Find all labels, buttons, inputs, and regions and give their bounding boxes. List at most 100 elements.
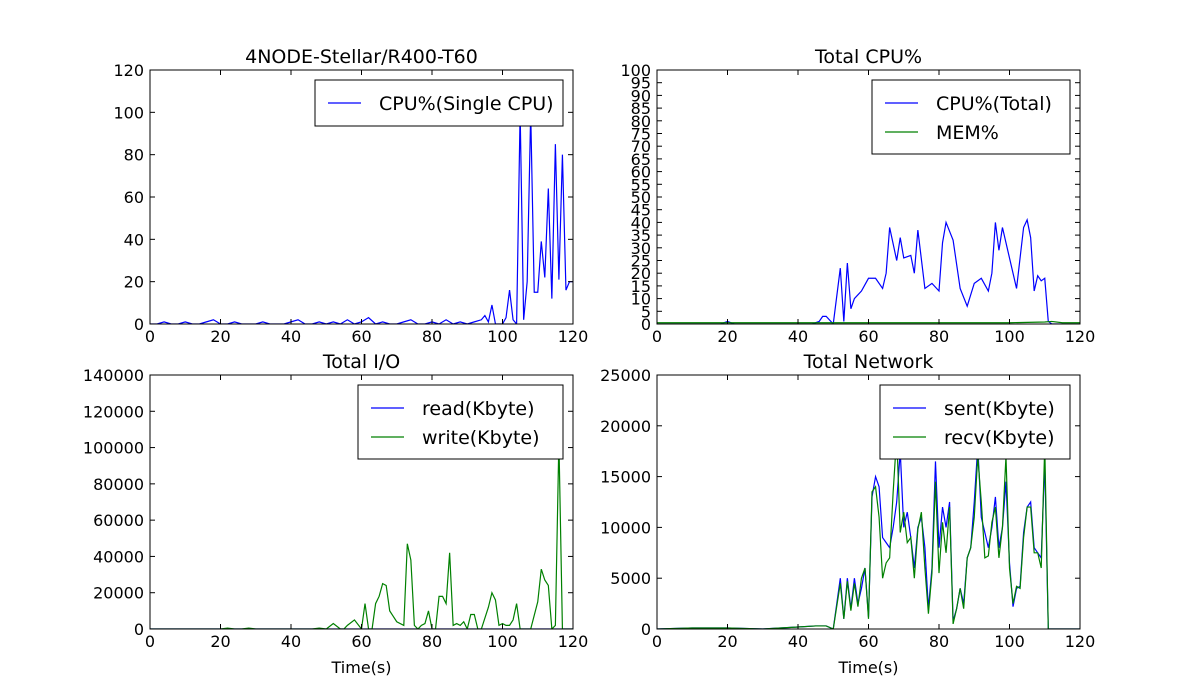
y-tick-label: 60 [124,188,144,207]
series-line-write-kbyte [150,440,573,629]
legend-label-sent-kbyte: sent(Kbyte) [944,398,1055,420]
y-tick-label: 120 [113,61,144,80]
x-tick-label: 60 [858,327,878,346]
y-tick-label: 5 [641,302,651,321]
x-tick-label: 100 [994,327,1025,346]
y-tick-label: 0 [641,315,651,334]
legend-box [879,384,1071,460]
chart-title: Total I/O [322,351,400,373]
chart-title: Total Network [803,351,934,373]
x-tick-label: 80 [929,327,949,346]
y-tick-label: 50 [631,188,651,207]
legend-label-recv-kbyte: recv(Kbyte) [944,427,1055,449]
y-tick-label: 20000 [600,417,651,436]
series-line-cpu-single-cpu [150,112,573,324]
y-tick-label: 0 [134,620,144,639]
x-tick-label: 0 [652,632,662,651]
y-tick-label: 90 [631,86,651,105]
x-axis-label: Time(s) [838,658,899,677]
x-tick-label: 0 [145,327,155,346]
y-tick-label: 20000 [93,584,144,603]
x-tick-label: 60 [858,632,878,651]
y-tick-label: 10 [631,290,651,309]
y-tick-label: 85 [631,99,651,118]
legend-label-read-kbyte: read(Kbyte) [422,398,535,420]
x-tick-label: 120 [1065,632,1096,651]
y-tick-label: 10000 [600,518,651,537]
y-tick-label: 80 [631,112,651,131]
x-tick-label: 40 [281,632,301,651]
chart-panel-1: 0 20 40 60 80 100 120 0 20 40 60 80 100 120 4NODE-Stel… [113,46,588,346]
legend-label-mem: MEM% [936,122,999,144]
legend: read(Kbyte) write(Kbyte) [357,384,564,460]
x-tick-label: 20 [210,327,230,346]
x-tick-label: 120 [1065,327,1096,346]
legend-label-write-kbyte: write(Kbyte) [422,427,540,449]
legend-label-cpu-single-cpu: CPU%(Single CPU) [379,93,554,115]
y-tick-label: 65 [631,150,651,169]
series-line-recv-kbyte [657,435,1080,629]
x-tick-label: 120 [558,632,589,651]
chart-title: Total CPU% [814,46,922,68]
x-tick-label: 80 [929,632,949,651]
x-tick-label: 100 [994,632,1025,651]
y-tick-label: 75 [631,125,651,144]
legend-label-cpu-total: CPU%(Total) [936,93,1052,115]
y-tick-label: 5000 [610,569,651,588]
x-tick-label: 20 [717,327,737,346]
x-tick-label: 100 [487,327,518,346]
x-tick-label: 0 [652,327,662,346]
y-tick-label: 100 [620,61,651,80]
series-line-mem [657,320,1080,324]
y-tick-label: 80000 [93,475,144,494]
y-tick-label: 40 [124,230,144,249]
x-tick-label: 20 [210,632,230,651]
y-tick-label: 120000 [83,402,144,421]
chart-panel-4: 0 20 40 60 80 100 120 0 5000 10000 15000 20000 25000… [600,351,1095,677]
y-tick-label: 60 [631,163,651,182]
y-tick-label: 25000 [600,366,651,385]
y-tick-label: 70 [631,137,651,156]
chart-title: 4NODE-Stellar/R400-T60 [245,46,478,68]
y-tick-label: 100 [113,103,144,122]
x-tick-label: 80 [422,632,442,651]
y-tick-label: 60000 [93,511,144,530]
legend: sent(Kbyte) recv(Kbyte) [879,384,1071,460]
y-tick-label: 55 [631,175,651,194]
y-tick-label: 35 [631,226,651,245]
x-tick-label: 120 [558,327,589,346]
x-tick-label: 40 [281,327,301,346]
y-tick-label: 25 [631,252,651,271]
y-tick-label: 45 [631,201,651,220]
y-tick-label: 0 [641,620,651,639]
y-tick-label: 40000 [93,547,144,566]
x-tick-label: 60 [351,632,371,651]
x-tick-label: 100 [487,632,518,651]
y-tick-label: 140000 [83,366,144,385]
x-tick-label: 0 [145,632,155,651]
x-axis-label: Time(s) [331,658,392,677]
legend: CPU%(Single CPU) [314,79,564,127]
legend: CPU%(Total) MEM% [871,79,1071,155]
x-tick-label: 60 [351,327,371,346]
y-tick-label: 15 [631,277,651,296]
x-tick-label: 20 [717,632,737,651]
series-line-sent-kbyte [657,446,1080,629]
y-tick-label: 0 [134,315,144,334]
x-tick-label: 80 [422,327,442,346]
y-tick-label: 30 [631,239,651,258]
y-tick-label: 15000 [600,468,651,487]
legend-box [357,384,564,460]
chart-panel-2: 0 20 40 60 80 100 1200510152025303540455055606… [620,46,1095,346]
y-tick-label: 20 [124,273,144,292]
y-tick-label: 80 [124,146,144,165]
y-tick-label: 100000 [83,439,144,458]
series-line-cpu-total [657,217,1080,324]
y-tick-label: 40 [631,213,651,232]
legend-box [871,79,1071,155]
x-tick-label: 40 [788,327,808,346]
x-tick-label: 40 [788,632,808,651]
y-tick-label: 95 [631,74,651,93]
chart-panel-3: 0 20 40 60 80 100 120 0 20000 40000 60000 80000 1000… [83,351,588,677]
